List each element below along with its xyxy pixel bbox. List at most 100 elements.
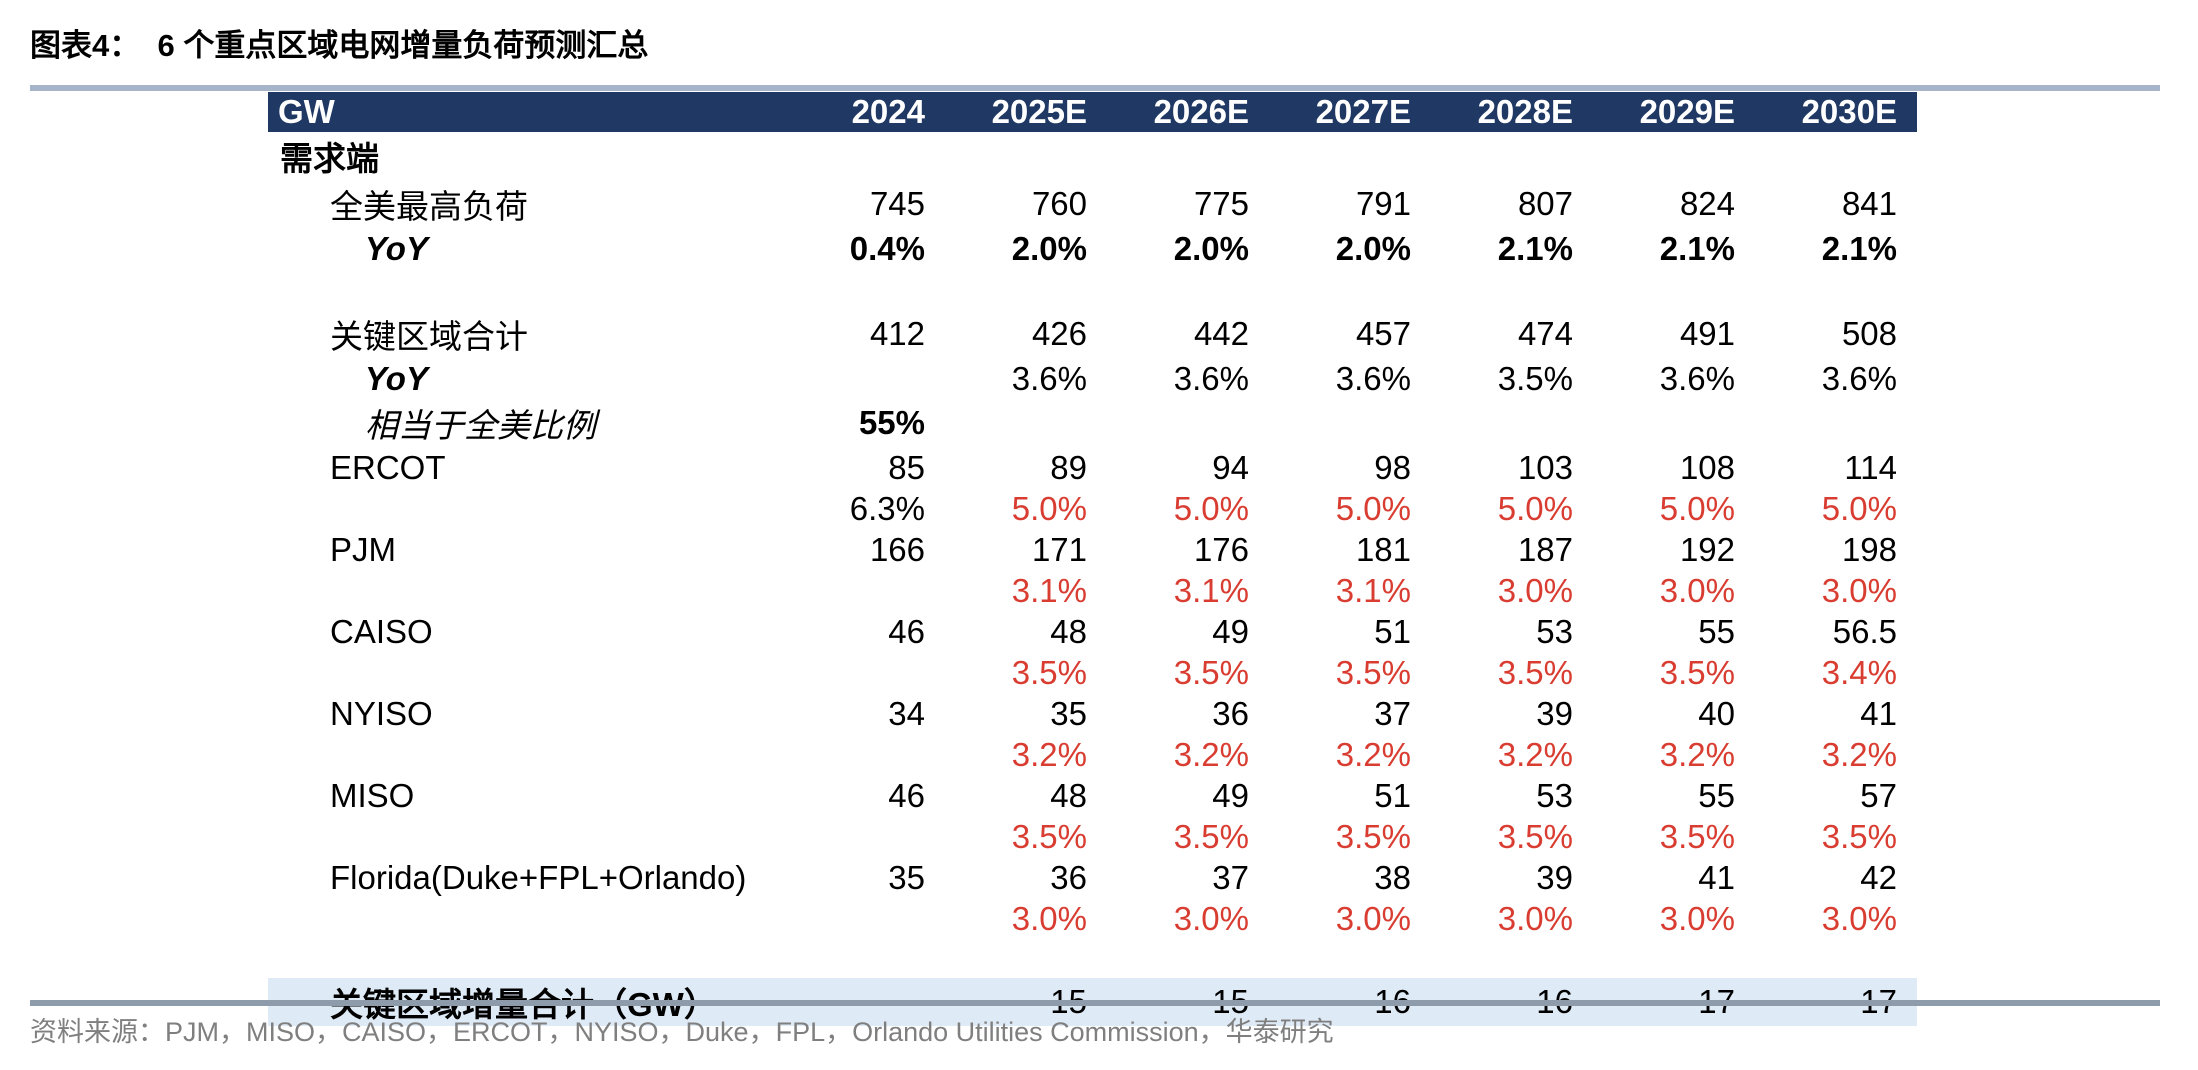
table-cell: 55 <box>1698 776 1735 814</box>
table-cell: 55% <box>858 404 925 441</box>
table-cell: 48 <box>1050 612 1087 650</box>
table-cell: 49 <box>1212 612 1249 650</box>
table-cell: 39 <box>1536 858 1573 896</box>
table-cell: 3.0% <box>1821 899 1897 937</box>
source-note: 资料来源：PJM，MISO，CAISO，ERCOT，NYISO，Duke，FPL… <box>30 1017 1334 1047</box>
table-cell <box>783 898 945 939</box>
table-cell: 94 <box>1212 448 1249 486</box>
table-cell: 3.1% <box>1335 571 1411 609</box>
year-header-2024: 2024 <box>783 92 945 132</box>
table-cell: 38 <box>1374 858 1411 896</box>
row-label: MISO <box>330 776 415 814</box>
table-cell <box>1755 132 1917 180</box>
table-cell: 49 <box>1212 776 1249 814</box>
table-cell: 775 <box>1193 185 1249 222</box>
table-cell: 198 <box>1841 530 1897 568</box>
row-caiso-growth: 3.5% 3.5% 3.5% 3.5% 3.5% 3.4% <box>268 652 1917 693</box>
table-cell <box>945 399 1107 447</box>
row-label: 相当于全美比例 <box>365 407 596 444</box>
table-cell <box>1269 399 1431 447</box>
table-cell: 3.5% <box>1821 817 1897 855</box>
row-spacer <box>268 269 1917 310</box>
table-cell: 3.5% <box>1497 653 1573 691</box>
table-cell: 745 <box>869 185 925 222</box>
table-cell: 442 <box>1193 315 1249 352</box>
table-cell: 166 <box>869 530 925 568</box>
figure-title: 图表4： 6 个重点区域电网增量负荷预测汇总 <box>30 28 649 63</box>
table-cell: 3.5% <box>1011 653 1087 691</box>
table-cell: 2.0% <box>1173 229 1249 267</box>
table-cell: 426 <box>1031 315 1087 352</box>
table-cell: 791 <box>1355 185 1411 222</box>
table-cell: 2.0% <box>1335 229 1411 267</box>
row-label: ERCOT <box>330 448 446 486</box>
table-cell: 114 <box>1844 448 1897 486</box>
table-cell <box>783 652 945 693</box>
table-cell: 760 <box>1031 185 1087 222</box>
year-header-2028e: 2028E <box>1431 92 1593 132</box>
table-cell: 3.6% <box>1173 359 1249 397</box>
table-cell: 3.6% <box>1011 359 1087 397</box>
table-cell <box>783 816 945 857</box>
table-cell: 3.0% <box>1173 899 1249 937</box>
table-cell: 3.2% <box>1011 735 1087 773</box>
table-cell: 3.5% <box>1173 817 1249 855</box>
table-cell: 3.5% <box>1497 817 1573 855</box>
row-label: 需求端 <box>280 140 379 177</box>
table-cell: 3.0% <box>1497 571 1573 609</box>
table-cell: 41 <box>1860 694 1897 732</box>
table-cell: 3.0% <box>1821 571 1897 609</box>
table-cell: 36 <box>1050 858 1087 896</box>
row-us-peak-load-yoy: YoY 0.4% 2.0% 2.0% 2.0% 2.1% 2.1% 2.1% <box>268 228 1917 269</box>
row-label: 全美最高负荷 <box>330 188 528 225</box>
year-header-2026e: 2026E <box>1107 92 1269 132</box>
table-cell <box>945 132 1107 180</box>
table-cell: 53 <box>1536 776 1573 814</box>
table-cell: 3.0% <box>1011 899 1087 937</box>
table-cell: 108 <box>1679 448 1735 486</box>
table-cell: 46 <box>888 776 925 814</box>
row-label: CAISO <box>330 612 433 650</box>
table-cell: 57 <box>1860 776 1897 814</box>
table-cell: 35 <box>1050 694 1087 732</box>
table-cell: 2.1% <box>1659 229 1735 267</box>
table-cell: 42 <box>1860 858 1897 896</box>
row-label <box>268 488 783 529</box>
table-cell: 807 <box>1517 185 1573 222</box>
year-header-2029e: 2029E <box>1593 92 1755 132</box>
table-cell: 3.0% <box>1497 899 1573 937</box>
row-ercot-growth: 6.3% 5.0% 5.0% 5.0% 5.0% 5.0% 5.0% <box>268 488 1917 529</box>
table-cell <box>1269 939 1431 978</box>
table-cell: 3.0% <box>1335 899 1411 937</box>
table-cell: 474 <box>1517 315 1573 352</box>
table-cell: 98 <box>1374 448 1411 486</box>
table-cell <box>783 734 945 775</box>
table-cell: 51 <box>1374 776 1411 814</box>
row-miso: MISO 46 48 49 51 53 55 57 <box>268 775 1917 816</box>
table-cell <box>1593 269 1755 310</box>
row-nyiso: NYISO 34 35 36 37 39 40 41 <box>268 693 1917 734</box>
row-caiso: CAISO 46 48 49 51 53 55 56.5 <box>268 611 1917 652</box>
table-cell: 3.6% <box>1821 359 1897 397</box>
table-cell <box>1431 399 1593 447</box>
row-ercot: ERCOT 85 89 94 98 103 108 114 <box>268 447 1917 488</box>
row-label <box>268 734 783 775</box>
table-cell: 176 <box>1193 530 1249 568</box>
row-share-of-us: 相当于全美比例 55% <box>268 399 1917 447</box>
table-cell: 3.5% <box>1011 817 1087 855</box>
forecast-table-container: GW 2024 2025E 2026E 2027E 2028E 2029E 20… <box>268 92 1917 1026</box>
table-cell: 46 <box>888 612 925 650</box>
year-header-2027e: 2027E <box>1269 92 1431 132</box>
row-florida-growth: 3.0% 3.0% 3.0% 3.0% 3.0% 3.0% <box>268 898 1917 939</box>
table-cell: 171 <box>1031 530 1087 568</box>
year-header-2030e: 2030E <box>1755 92 1917 132</box>
table-cell: 5.0% <box>1335 489 1411 527</box>
table-cell: 3.2% <box>1659 735 1735 773</box>
table-cell: 3.2% <box>1173 735 1249 773</box>
table-cell: 35 <box>888 858 925 896</box>
table-cell: 36 <box>1212 694 1249 732</box>
table-cell: 3.2% <box>1821 735 1897 773</box>
table-cell: 51 <box>1374 612 1411 650</box>
year-header-2025e: 2025E <box>945 92 1107 132</box>
